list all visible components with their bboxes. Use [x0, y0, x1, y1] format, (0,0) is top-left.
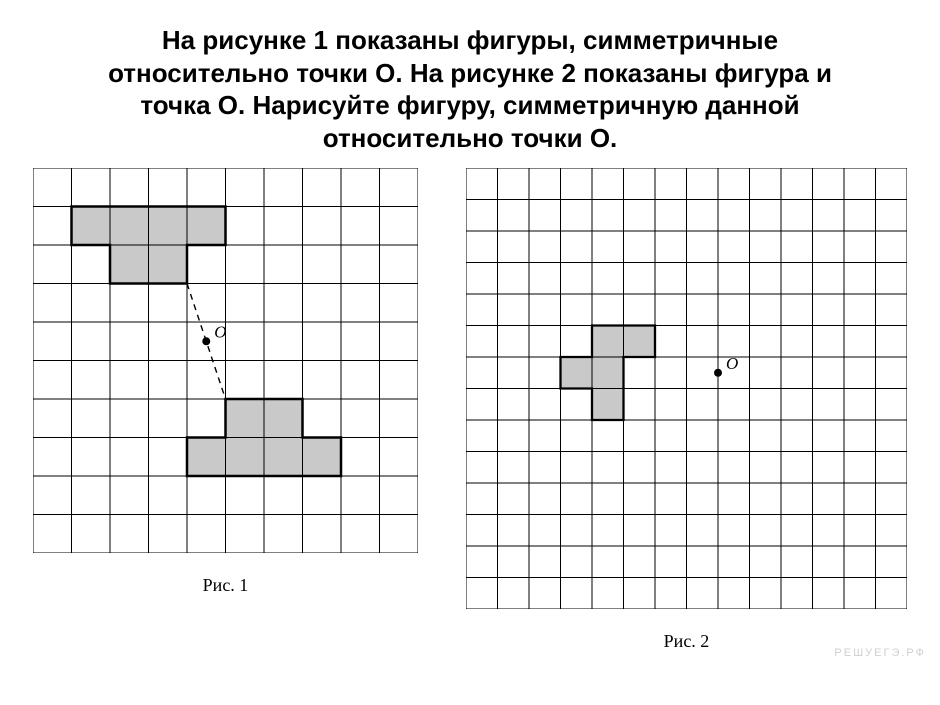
figure-1-caption: Рис. 1 — [203, 575, 249, 596]
shaded-cell — [624, 326, 656, 358]
figure-2-block: O Рис. 2 — [466, 168, 907, 652]
point-o-label: O — [726, 354, 738, 373]
shaded-cell — [110, 245, 149, 284]
watermark: РЕШУЕГЭ.РФ — [834, 647, 926, 659]
shaded-cell — [226, 438, 265, 477]
figure-2-grid: O — [466, 168, 907, 609]
figures-row: O Рис. 1 O Рис. 2 — [0, 168, 940, 652]
shaded-cell — [110, 207, 149, 246]
shaded-cell — [264, 399, 303, 438]
shaded-cell — [303, 438, 342, 477]
figure-1-block: O Рис. 1 — [33, 168, 418, 596]
shaded-cell — [264, 438, 303, 477]
shaded-cell — [226, 399, 265, 438]
shaded-cell — [149, 245, 188, 284]
shaded-cell — [592, 357, 624, 389]
point-o-label: O — [214, 322, 226, 341]
shaded-cell — [561, 357, 593, 389]
shaded-cell — [592, 326, 624, 358]
shaded-cell — [149, 207, 188, 246]
figure-1-grid: O — [33, 168, 418, 553]
shaded-cell — [592, 389, 624, 421]
shaded-cell — [72, 207, 111, 246]
problem-title: На рисунке 1 показаны фигуры, симметричн… — [0, 0, 940, 154]
shaded-cell — [187, 207, 226, 246]
shaded-cell — [187, 438, 226, 477]
figure-2-caption: Рис. 2 — [664, 631, 710, 652]
point-o — [202, 337, 210, 345]
point-o — [714, 369, 722, 377]
